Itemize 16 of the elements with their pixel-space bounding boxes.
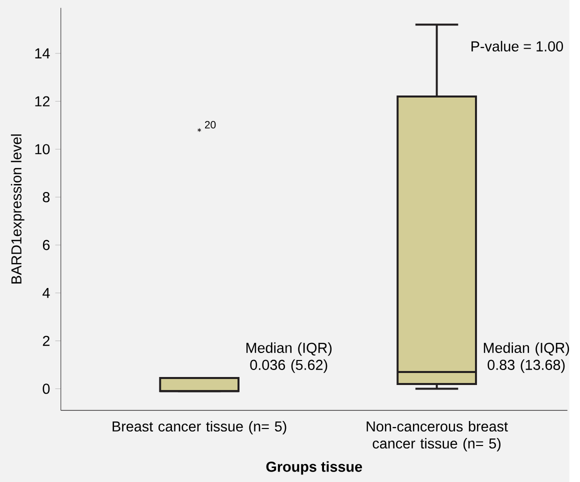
annotation: 20 — [204, 121, 216, 128]
y-tick-label: 0 — [42, 384, 50, 394]
x-tick-label: Non-cancerous breast cancer tissue (n= 5) — [366, 420, 508, 452]
y-tick-label: 10 — [35, 144, 50, 154]
annotation: P-value = 1.00 — [472, 40, 563, 52]
annotation: Median (IQR) 0.036 (5.62) — [246, 342, 332, 373]
x-tick-label: Breast cancer tissue (n= 5) — [112, 420, 286, 434]
y-tick-label: 12 — [35, 96, 50, 106]
y-tick-label: 14 — [35, 48, 50, 58]
y-tick-label: 6 — [42, 240, 50, 250]
y-axis-title: BARD1expression level — [10, 134, 24, 284]
x-axis-title: Groups tissue — [266, 461, 362, 475]
y-tick-label: 2 — [42, 336, 50, 346]
annotation: Median (IQR) 0.83 (13.68) — [484, 342, 570, 373]
y-tick-label: 4 — [42, 288, 50, 298]
y-tick-label: 8 — [42, 192, 50, 202]
